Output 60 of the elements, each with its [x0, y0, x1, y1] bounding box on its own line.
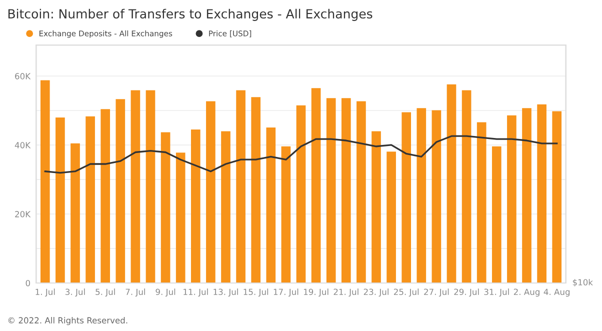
x-tick-label: 13. Jul: [214, 288, 238, 297]
bar: [296, 105, 306, 284]
x-tick-label: 1. Jul: [36, 288, 55, 297]
chart-title: Bitcoin: Number of Transfers to Exchanges - All Exchanges: [8, 8, 372, 21]
x-tick-label: 7. Jul: [126, 288, 145, 297]
bar: [160, 132, 170, 284]
bar: [251, 97, 261, 284]
x-tick-label: 21. Jul: [334, 288, 358, 297]
x-tick-label: 17. Jul: [274, 288, 298, 297]
x-tick-label: 5. Jul: [96, 288, 115, 297]
bar: [146, 90, 156, 284]
bar: [100, 109, 110, 284]
bar: [372, 131, 381, 284]
bar: [311, 88, 321, 284]
bar: [176, 152, 186, 284]
bar: [40, 80, 50, 284]
x-tick-label: 11. Jul: [184, 288, 208, 297]
x-tick-label: 27. Jul: [424, 288, 449, 297]
y-tick-label: 40K: [14, 142, 31, 148]
y-tick-label: 0: [26, 280, 30, 286]
bar: [386, 152, 396, 284]
x-tick-label: 3. Jul: [66, 288, 85, 297]
bar: [522, 108, 532, 284]
text: $10k: [572, 278, 593, 287]
bar: [56, 117, 65, 284]
y-tick-label: 20K: [15, 211, 31, 218]
x-tick-label: 29. Jul: [454, 288, 479, 297]
x-tick-label: 4. Aug: [544, 288, 570, 297]
bar: [552, 111, 562, 284]
bar: [476, 122, 486, 284]
bar: [326, 98, 336, 284]
bar: [416, 108, 426, 284]
x-tick-label: 19. Jul: [304, 288, 328, 297]
bar: [492, 146, 502, 284]
bar: [356, 101, 366, 284]
x-tick-label: 2. Aug: [514, 288, 540, 297]
bar: [116, 99, 126, 284]
x-tick-label: 23. Jul: [364, 288, 388, 297]
x-tick-label: 9. Jul: [156, 288, 176, 297]
bar: [70, 143, 80, 284]
y-tick-label: 60K: [15, 73, 31, 80]
bar: [86, 116, 95, 284]
bar: [402, 112, 412, 284]
x-tick-label: 15. Jul: [244, 288, 268, 297]
x-tick-label: 31. Jul: [484, 288, 509, 297]
bar: [236, 90, 246, 284]
bar: [281, 146, 291, 284]
bar: [537, 104, 546, 284]
bar: [206, 101, 216, 284]
bar: [266, 127, 276, 284]
bar: [507, 115, 516, 284]
bar: [341, 98, 351, 284]
bar: [130, 90, 140, 284]
bar: [190, 130, 200, 284]
bar: [432, 110, 442, 284]
bar: [446, 84, 456, 284]
text: © 2022. All Rights Reserved.: [8, 317, 128, 326]
x-tick-label: 25. Jul: [394, 288, 419, 297]
bar: [221, 131, 230, 284]
bar: [462, 90, 472, 284]
